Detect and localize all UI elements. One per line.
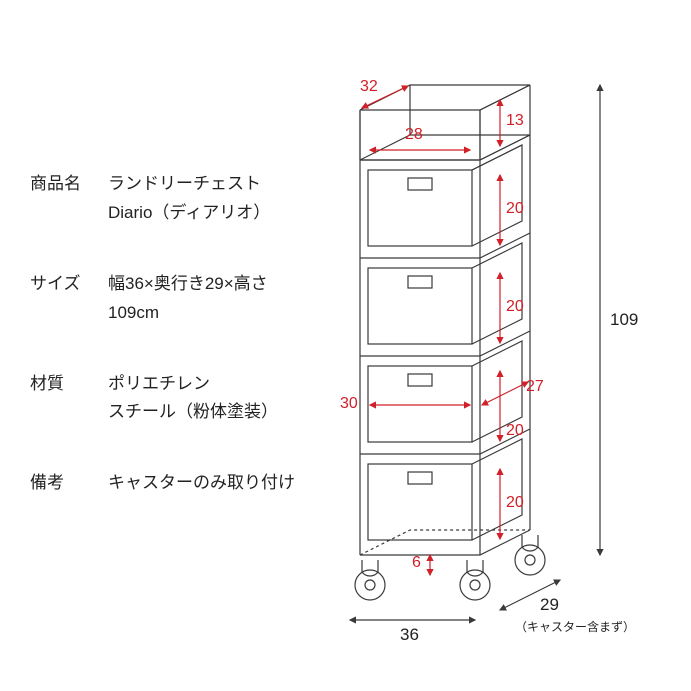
product-diagram (300, 0, 691, 691)
caster-note: （キャスター含まず） (515, 618, 635, 635)
dim-base-w: 36 (400, 625, 419, 645)
dim-drawer-h1: 20 (506, 200, 524, 218)
dim-clearance: 6 (412, 554, 421, 572)
spec-label-size: サイズ (30, 270, 108, 328)
dim-top-depth: 32 (360, 78, 378, 96)
spec-name-line1: ランドリーチェスト (108, 170, 270, 199)
dim-drawer-h2: 20 (506, 298, 524, 316)
spec-value-material: ポリエチレン スチール（粉体塗装） (108, 370, 278, 428)
spec-row-size: サイズ 幅36×奥行き29×高さ109cm (30, 270, 300, 328)
spec-value-size: 幅36×奥行き29×高さ109cm (108, 270, 300, 328)
dim-total-h: 109 (610, 310, 638, 330)
dim-drawer-h4: 20 (506, 494, 524, 512)
dim-drawer-w: 30 (340, 395, 358, 413)
spec-material-line1: ポリエチレン (108, 370, 278, 399)
dim-base-d: 29 (540, 595, 559, 615)
spec-name-line2: Diario（ディアリオ） (108, 199, 270, 228)
spec-value-note: キャスターのみ取り付け (108, 469, 295, 498)
spec-row-note: 備考 キャスターのみ取り付け (30, 469, 300, 498)
dim-top-height: 13 (506, 112, 524, 130)
spec-row-name: 商品名 ランドリーチェスト Diario（ディアリオ） (30, 170, 300, 228)
spec-label-name: 商品名 (30, 170, 108, 228)
spec-material-line2: スチール（粉体塗装） (108, 398, 278, 427)
diagram-panel: 32 28 13 20 20 30 27 20 20 6 109 36 29 （… (300, 0, 691, 691)
spec-label-note: 備考 (30, 469, 108, 498)
dim-drawer-d: 27 (526, 378, 544, 396)
spec-panel: 商品名 ランドリーチェスト Diario（ディアリオ） サイズ 幅36×奥行き2… (0, 0, 300, 691)
dim-drawer-h3: 20 (506, 422, 524, 440)
spec-value-name: ランドリーチェスト Diario（ディアリオ） (108, 170, 270, 228)
spec-label-material: 材質 (30, 370, 108, 428)
spec-row-material: 材質 ポリエチレン スチール（粉体塗装） (30, 370, 300, 428)
dim-top-width: 28 (405, 126, 423, 144)
